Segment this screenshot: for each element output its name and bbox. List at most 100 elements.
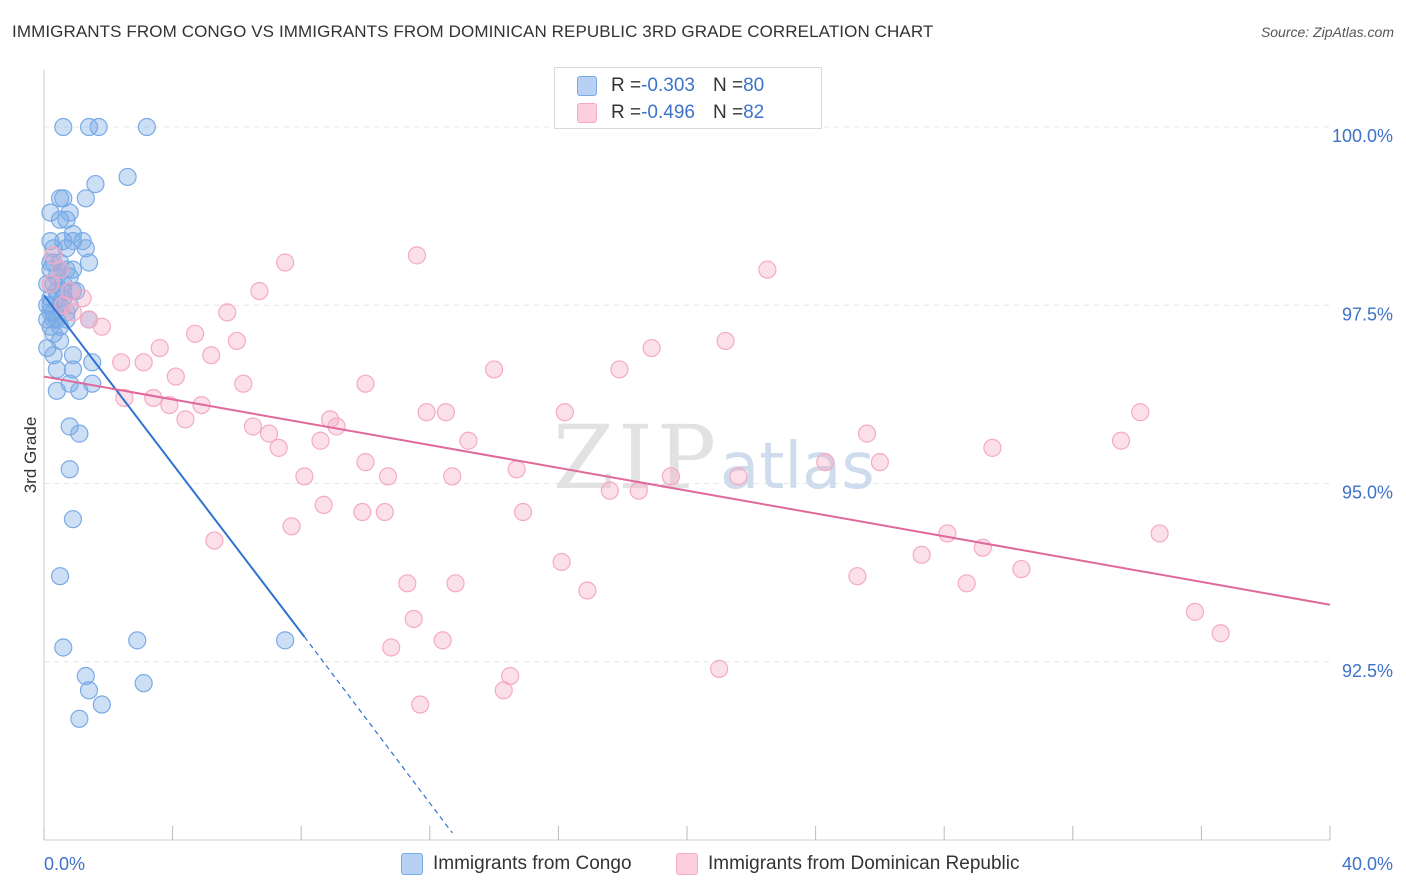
congo-point (70, 709, 89, 728)
dominican-point (112, 353, 131, 372)
dominican-point (983, 438, 1002, 457)
dominican-point (202, 346, 221, 365)
congo-point (47, 381, 66, 400)
r-value: -0.303 (641, 75, 695, 96)
dominican-point (1111, 431, 1131, 450)
dominican-point (816, 453, 835, 472)
congo-point (86, 174, 105, 194)
n-value: 82 (743, 102, 765, 123)
dominican-point (150, 338, 169, 358)
congo-swatch-icon (577, 76, 597, 96)
dominican-point (259, 424, 279, 443)
congo-point (54, 117, 73, 137)
dominican-point (870, 453, 890, 472)
dominican-point (436, 403, 455, 422)
data-points (38, 117, 1230, 728)
dominican-point (433, 631, 452, 650)
dominican-trend-line (43, 375, 1331, 606)
n-value: 80 (743, 75, 765, 96)
congo-point (92, 695, 111, 714)
congo-point (60, 460, 79, 479)
stats-legend-row-dominican: R = -0.496 N = 82 (577, 101, 764, 125)
dominican-point (160, 395, 179, 415)
dominican-point (356, 453, 375, 472)
congo-point (83, 353, 102, 372)
dominican-point (311, 431, 330, 450)
dominican-point (443, 467, 462, 486)
dominican-point (642, 338, 661, 358)
dominican-point (848, 567, 867, 586)
congo-point (276, 631, 295, 650)
dominican-point (411, 695, 430, 714)
axes (43, 70, 1331, 841)
dominican-point (1185, 602, 1205, 621)
congo-point (41, 203, 60, 222)
dominican-point (63, 303, 83, 322)
dominican-point (446, 574, 465, 593)
congo-point (63, 510, 83, 529)
dominican-point (957, 574, 976, 593)
y-axis-title: 3rd Grade (21, 417, 40, 494)
legend-label-congo: Immigrants from Congo (433, 853, 632, 874)
dominican-point (41, 274, 60, 293)
congo-trend-extension (303, 636, 453, 834)
dominican-point (716, 331, 735, 351)
dominican-point (1150, 524, 1169, 543)
congo-point (79, 253, 99, 272)
dominican-point (485, 360, 504, 379)
congo-point (134, 674, 153, 693)
dominican-point (314, 495, 333, 515)
congo-point (76, 189, 95, 208)
congo-point (76, 239, 95, 258)
y-tick-label: 97.5% (1342, 304, 1393, 324)
dominican-point (610, 360, 629, 379)
grid-lines (44, 126, 1330, 663)
dominican-point (92, 317, 111, 336)
dominican-point (378, 467, 398, 486)
n-label: N = (712, 102, 744, 123)
congo-point (50, 567, 70, 586)
dominican-point (857, 424, 877, 443)
congo-point (76, 666, 95, 686)
dominican-point (134, 353, 153, 372)
congo-point (79, 117, 99, 137)
congo-point (89, 117, 108, 137)
x-tick-label: 0.0% (44, 854, 85, 874)
congo-point (128, 631, 147, 650)
r-label: R = (611, 75, 642, 96)
dominican-point (507, 460, 526, 479)
watermark-atlas: atlas (720, 430, 875, 504)
congo-point (54, 638, 73, 657)
dominican-point (176, 410, 195, 429)
dominican-point (186, 324, 205, 343)
dominican-point (552, 552, 571, 572)
dominican-point (600, 481, 619, 500)
congo-point (54, 274, 73, 293)
dominican-point (555, 403, 574, 422)
dominican-point (50, 260, 70, 279)
dominican-point (1012, 559, 1031, 579)
dominican-point (513, 502, 533, 522)
dominican-point (729, 467, 748, 486)
dominican-point (218, 303, 237, 322)
stats-legend-row-congo: R = -0.303 N = 80 (577, 74, 764, 98)
trend-lines (43, 294, 1331, 834)
congo-point (44, 346, 63, 365)
dominican-point (629, 481, 648, 500)
axis-labels: 92.5% 95.0% 97.5% 100.0% 0.0% 40.0% 3rd Grade (21, 126, 1393, 874)
dominican-point (269, 438, 288, 457)
congo-point (50, 317, 70, 336)
congo-point (44, 253, 63, 272)
y-tick-label: 100.0% (1332, 126, 1393, 146)
congo-point (118, 167, 137, 187)
dominican-point (295, 467, 314, 486)
dominican-point (578, 581, 597, 600)
dominican-point (234, 374, 253, 393)
dominican-point (398, 574, 417, 593)
dominican-point (459, 431, 478, 450)
r-value: -0.496 (641, 102, 695, 123)
r-label: R = (611, 102, 642, 123)
dominican-point (382, 638, 401, 657)
y-tick-label: 92.5% (1342, 661, 1393, 681)
